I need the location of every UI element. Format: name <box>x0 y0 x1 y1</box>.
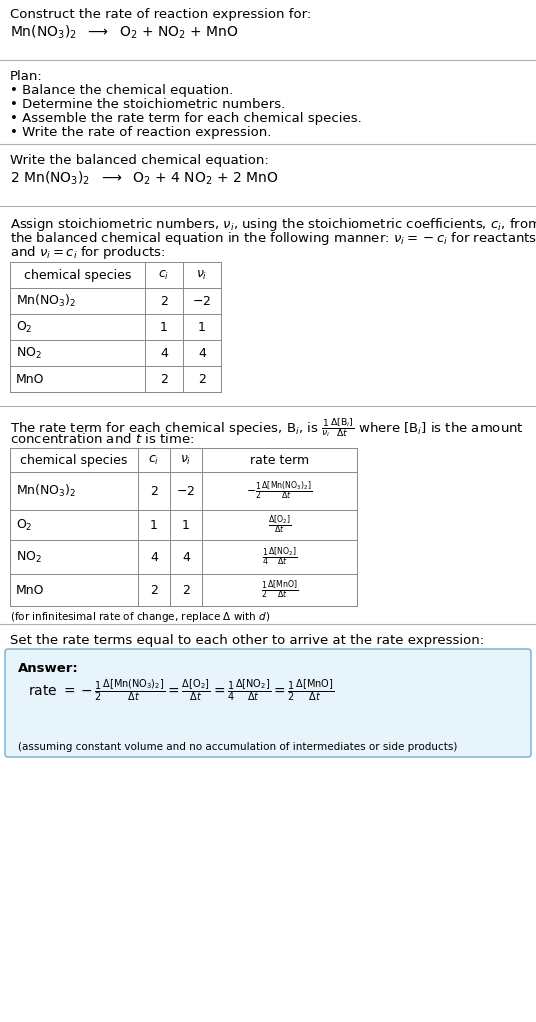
Text: O$_2$: O$_2$ <box>16 320 33 334</box>
Text: 1: 1 <box>182 518 190 531</box>
Text: Assign stoichiometric numbers, $\nu_i$, using the stoichiometric coefficients, $: Assign stoichiometric numbers, $\nu_i$, … <box>10 216 536 233</box>
Text: Construct the rate of reaction expression for:: Construct the rate of reaction expressio… <box>10 8 311 21</box>
Text: rate $= -\frac{1}{2}\frac{\Delta[\mathrm{Mn(NO_3)_2}]}{\Delta t} = \frac{\Delta[: rate $= -\frac{1}{2}\frac{\Delta[\mathrm… <box>28 678 334 703</box>
Text: • Balance the chemical equation.: • Balance the chemical equation. <box>10 84 233 97</box>
Text: 2: 2 <box>160 294 168 308</box>
Text: and $\nu_i = c_i$ for products:: and $\nu_i = c_i$ for products: <box>10 244 166 261</box>
Text: (for infinitesimal rate of change, replace Δ with $d$): (for infinitesimal rate of change, repla… <box>10 610 270 624</box>
Text: chemical species: chemical species <box>20 454 128 466</box>
Text: NO$_2$: NO$_2$ <box>16 550 42 564</box>
Text: $c_i$: $c_i$ <box>148 454 160 467</box>
Text: 1: 1 <box>150 518 158 531</box>
Text: (assuming constant volume and no accumulation of intermediates or side products): (assuming constant volume and no accumul… <box>18 742 457 752</box>
Text: O$_2$: O$_2$ <box>16 517 33 532</box>
Text: $\nu_i$: $\nu_i$ <box>180 454 192 467</box>
Text: 2: 2 <box>160 372 168 385</box>
Text: rate term: rate term <box>250 454 309 466</box>
Text: Plan:: Plan: <box>10 69 43 83</box>
Text: chemical species: chemical species <box>24 269 131 281</box>
Text: 1: 1 <box>198 321 206 333</box>
Text: 1: 1 <box>160 321 168 333</box>
Text: 2: 2 <box>182 584 190 597</box>
Text: 2: 2 <box>150 484 158 498</box>
Text: 2 Mn(NO$_3$)$_2$  $\longrightarrow$  O$_2$ + 4 NO$_2$ + 2 MnO: 2 Mn(NO$_3$)$_2$ $\longrightarrow$ O$_2$… <box>10 170 278 187</box>
Text: $\frac{1}{4}\frac{\Delta[\mathrm{NO_2}]}{\Delta t}$: $\frac{1}{4}\frac{\Delta[\mathrm{NO_2}]}… <box>262 546 297 568</box>
Text: $\frac{1}{2}\frac{\Delta[\mathrm{MnO}]}{\Delta t}$: $\frac{1}{2}\frac{\Delta[\mathrm{MnO}]}{… <box>260 578 298 601</box>
Text: $c_i$: $c_i$ <box>158 269 169 281</box>
Text: 4: 4 <box>182 551 190 563</box>
Text: The rate term for each chemical species, B$_i$, is $\frac{1}{\nu_i}\frac{\Delta[: The rate term for each chemical species,… <box>10 416 524 439</box>
Text: 2: 2 <box>150 584 158 597</box>
Text: Answer:: Answer: <box>18 662 79 675</box>
Text: • Write the rate of reaction expression.: • Write the rate of reaction expression. <box>10 126 271 139</box>
Text: NO$_2$: NO$_2$ <box>16 345 42 361</box>
Text: MnO: MnO <box>16 372 44 385</box>
Text: the balanced chemical equation in the following manner: $\nu_i = -c_i$ for react: the balanced chemical equation in the fo… <box>10 230 536 247</box>
Text: $\nu_i$: $\nu_i$ <box>196 269 207 281</box>
FancyBboxPatch shape <box>5 649 531 757</box>
Text: 4: 4 <box>198 346 206 360</box>
Text: Write the balanced chemical equation:: Write the balanced chemical equation: <box>10 154 269 167</box>
Text: • Determine the stoichiometric numbers.: • Determine the stoichiometric numbers. <box>10 98 285 111</box>
Text: Mn(NO$_3$)$_2$  $\longrightarrow$  O$_2$ + NO$_2$ + MnO: Mn(NO$_3$)$_2$ $\longrightarrow$ O$_2$ +… <box>10 24 239 42</box>
Text: MnO: MnO <box>16 584 44 597</box>
Text: $\frac{\Delta[\mathrm{O_2}]}{\Delta t}$: $\frac{\Delta[\mathrm{O_2}]}{\Delta t}$ <box>268 514 291 537</box>
Text: 4: 4 <box>160 346 168 360</box>
Text: Mn(NO$_3$)$_2$: Mn(NO$_3$)$_2$ <box>16 483 77 499</box>
Text: Set the rate terms equal to each other to arrive at the rate expression:: Set the rate terms equal to each other t… <box>10 634 484 647</box>
Text: 2: 2 <box>198 372 206 385</box>
Text: Mn(NO$_3$)$_2$: Mn(NO$_3$)$_2$ <box>16 293 77 309</box>
Text: $-\frac{1}{2}\frac{\Delta[\mathrm{Mn(NO_3)_2}]}{\Delta t}$: $-\frac{1}{2}\frac{\Delta[\mathrm{Mn(NO_… <box>247 479 312 503</box>
Text: $-2$: $-2$ <box>192 294 212 308</box>
Text: $-2$: $-2$ <box>176 484 196 498</box>
Text: 4: 4 <box>150 551 158 563</box>
Text: • Assemble the rate term for each chemical species.: • Assemble the rate term for each chemic… <box>10 112 362 125</box>
Text: concentration and $t$ is time:: concentration and $t$ is time: <box>10 432 194 446</box>
